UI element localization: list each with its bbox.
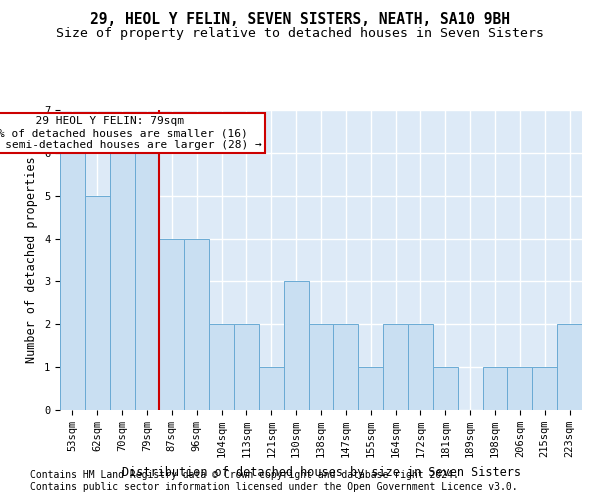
Bar <box>532 367 557 410</box>
Bar <box>284 282 308 410</box>
Text: 29, HEOL Y FELIN, SEVEN SISTERS, NEATH, SA10 9BH: 29, HEOL Y FELIN, SEVEN SISTERS, NEATH, … <box>90 12 510 28</box>
Bar <box>160 238 184 410</box>
Text: Contains public sector information licensed under the Open Government Licence v3: Contains public sector information licen… <box>30 482 518 492</box>
Bar <box>508 367 532 410</box>
Bar <box>259 367 284 410</box>
Bar <box>433 367 458 410</box>
Bar <box>234 324 259 410</box>
Text: Contains HM Land Registry data © Crown copyright and database right 2024.: Contains HM Land Registry data © Crown c… <box>30 470 459 480</box>
Bar <box>60 153 85 410</box>
Y-axis label: Number of detached properties: Number of detached properties <box>25 156 38 364</box>
Bar <box>308 324 334 410</box>
Bar <box>184 238 209 410</box>
Bar <box>557 324 582 410</box>
Bar <box>209 324 234 410</box>
Text: Size of property relative to detached houses in Seven Sisters: Size of property relative to detached ho… <box>56 28 544 40</box>
Bar <box>408 324 433 410</box>
Text: 29 HEOL Y FELIN: 79sqm  
← 36% of detached houses are smaller (16)
64% of semi-d: 29 HEOL Y FELIN: 79sqm ← 36% of detached… <box>0 116 262 150</box>
Bar <box>334 324 358 410</box>
Bar <box>383 324 408 410</box>
Bar <box>134 153 160 410</box>
Bar <box>482 367 508 410</box>
X-axis label: Distribution of detached houses by size in Seven Sisters: Distribution of detached houses by size … <box>121 466 521 478</box>
Bar <box>358 367 383 410</box>
Bar <box>110 153 134 410</box>
Bar <box>85 196 110 410</box>
